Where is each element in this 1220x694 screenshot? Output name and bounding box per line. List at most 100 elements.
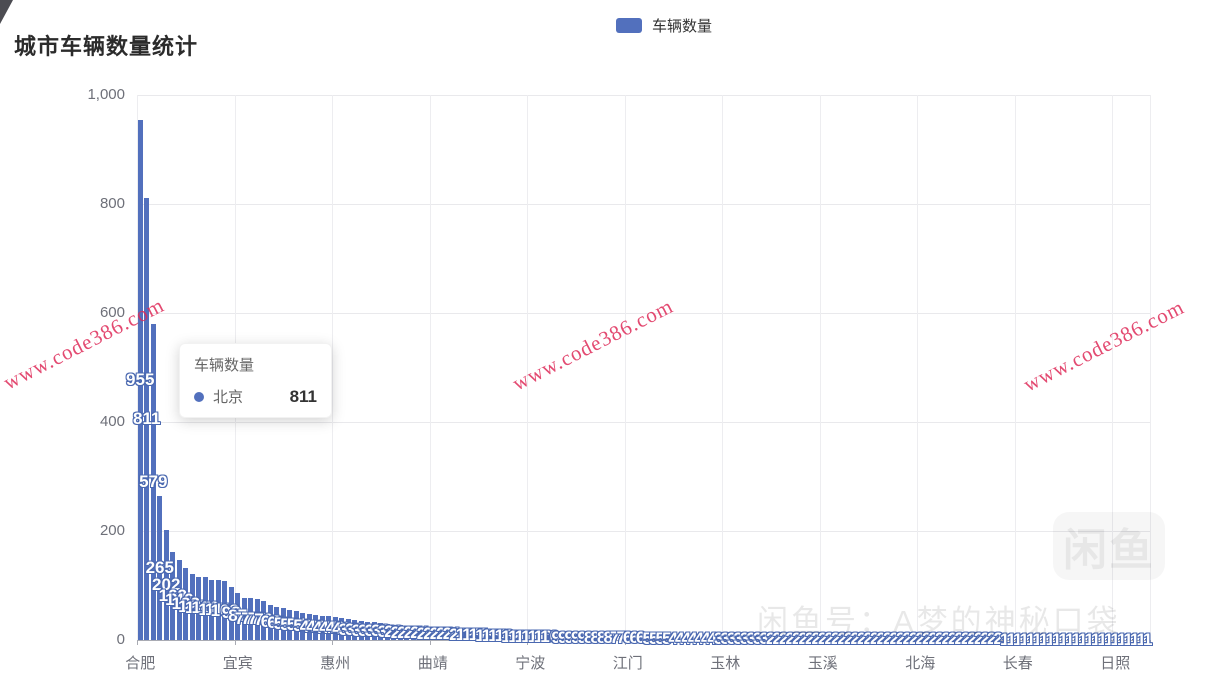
bar[interactable] bbox=[969, 638, 975, 640]
bar[interactable] bbox=[404, 625, 410, 640]
bar[interactable] bbox=[261, 600, 267, 640]
bar[interactable] bbox=[319, 616, 325, 640]
bar[interactable] bbox=[436, 628, 442, 640]
bar[interactable] bbox=[833, 638, 839, 640]
bar[interactable] bbox=[813, 638, 819, 640]
bar[interactable] bbox=[586, 635, 592, 640]
bar[interactable] bbox=[1093, 639, 1099, 640]
bar[interactable] bbox=[352, 620, 358, 640]
bar[interactable] bbox=[638, 636, 644, 640]
bar[interactable] bbox=[540, 634, 546, 640]
bar[interactable] bbox=[807, 638, 813, 640]
bar[interactable] bbox=[729, 638, 735, 640]
bar[interactable] bbox=[137, 119, 143, 640]
bar[interactable] bbox=[885, 638, 891, 640]
bar[interactable] bbox=[787, 638, 793, 640]
bar[interactable] bbox=[371, 622, 377, 640]
bar[interactable] bbox=[469, 630, 475, 640]
bar[interactable] bbox=[443, 628, 449, 640]
bar[interactable] bbox=[709, 637, 715, 640]
bar[interactable] bbox=[423, 627, 429, 640]
bar[interactable] bbox=[378, 622, 384, 640]
bar[interactable] bbox=[300, 612, 306, 640]
bar[interactable] bbox=[508, 633, 514, 640]
bar[interactable] bbox=[852, 638, 858, 640]
bar[interactable] bbox=[345, 619, 351, 640]
bar[interactable] bbox=[982, 638, 988, 640]
bar[interactable] bbox=[716, 638, 722, 640]
x-axis-label[interactable]: 玉溪 bbox=[807, 655, 838, 672]
bar[interactable] bbox=[956, 638, 962, 640]
bar[interactable] bbox=[644, 637, 650, 640]
bar[interactable] bbox=[937, 638, 943, 640]
bar[interactable] bbox=[579, 635, 585, 640]
bar[interactable] bbox=[904, 638, 910, 640]
bar[interactable] bbox=[924, 638, 930, 640]
bar[interactable] bbox=[488, 631, 494, 640]
bar[interactable] bbox=[566, 635, 572, 640]
bar[interactable] bbox=[462, 629, 468, 640]
bar[interactable] bbox=[618, 636, 624, 640]
bar[interactable] bbox=[573, 635, 579, 640]
bar[interactable] bbox=[553, 635, 559, 640]
bar[interactable] bbox=[748, 638, 754, 640]
bar[interactable] bbox=[183, 568, 189, 640]
bar[interactable] bbox=[1125, 639, 1131, 640]
bar[interactable] bbox=[995, 638, 1001, 640]
legend-item-vehicle-count[interactable]: 车辆数量 bbox=[616, 15, 712, 36]
bar[interactable] bbox=[456, 629, 462, 640]
bar[interactable] bbox=[1028, 639, 1034, 640]
bar[interactable] bbox=[254, 598, 260, 640]
bar[interactable] bbox=[605, 635, 611, 640]
bar[interactable] bbox=[677, 637, 683, 640]
bar[interactable] bbox=[449, 628, 455, 640]
bar[interactable] bbox=[950, 638, 956, 640]
bar[interactable] bbox=[963, 638, 969, 640]
bar[interactable] bbox=[501, 632, 507, 640]
bar[interactable] bbox=[170, 551, 176, 640]
bar[interactable] bbox=[274, 606, 280, 640]
bar[interactable] bbox=[228, 586, 234, 640]
bar[interactable] bbox=[267, 604, 273, 640]
bar[interactable] bbox=[280, 608, 286, 640]
bar[interactable] bbox=[215, 579, 221, 640]
bar[interactable] bbox=[670, 637, 676, 640]
bar[interactable] bbox=[664, 637, 670, 640]
bar[interactable] bbox=[755, 638, 761, 640]
bar[interactable] bbox=[651, 637, 657, 640]
bar[interactable] bbox=[891, 638, 897, 640]
bar[interactable] bbox=[989, 638, 995, 640]
bar[interactable] bbox=[534, 634, 540, 640]
bar[interactable] bbox=[839, 638, 845, 640]
bar[interactable] bbox=[742, 638, 748, 640]
bar[interactable] bbox=[196, 576, 202, 640]
bar[interactable] bbox=[209, 579, 215, 640]
bar[interactable] bbox=[384, 623, 390, 640]
bar[interactable] bbox=[1112, 639, 1118, 640]
bar[interactable] bbox=[1080, 639, 1086, 640]
bar[interactable] bbox=[722, 638, 728, 640]
bar[interactable] bbox=[417, 626, 423, 640]
bar[interactable] bbox=[560, 635, 566, 640]
bar[interactable] bbox=[1060, 639, 1066, 640]
bar[interactable] bbox=[189, 574, 195, 640]
bar[interactable] bbox=[768, 638, 774, 640]
bar[interactable] bbox=[1086, 639, 1092, 640]
bar[interactable] bbox=[430, 628, 436, 640]
bar[interactable] bbox=[391, 624, 397, 640]
bar[interactable] bbox=[859, 638, 865, 640]
bar[interactable] bbox=[865, 638, 871, 640]
bar[interactable] bbox=[1138, 639, 1144, 640]
x-axis-label[interactable]: 日照 bbox=[1100, 655, 1131, 672]
bar[interactable] bbox=[1099, 639, 1105, 640]
bar[interactable] bbox=[202, 576, 208, 640]
bar[interactable] bbox=[293, 610, 299, 640]
x-axis-label[interactable]: 曲靖 bbox=[417, 655, 448, 672]
bar[interactable] bbox=[1047, 639, 1053, 640]
bar[interactable] bbox=[735, 638, 741, 640]
bar[interactable] bbox=[358, 621, 364, 640]
bar[interactable] bbox=[794, 638, 800, 640]
x-axis-label[interactable]: 合肥 bbox=[125, 655, 156, 672]
bar[interactable] bbox=[313, 614, 319, 640]
bar[interactable] bbox=[1034, 639, 1040, 640]
